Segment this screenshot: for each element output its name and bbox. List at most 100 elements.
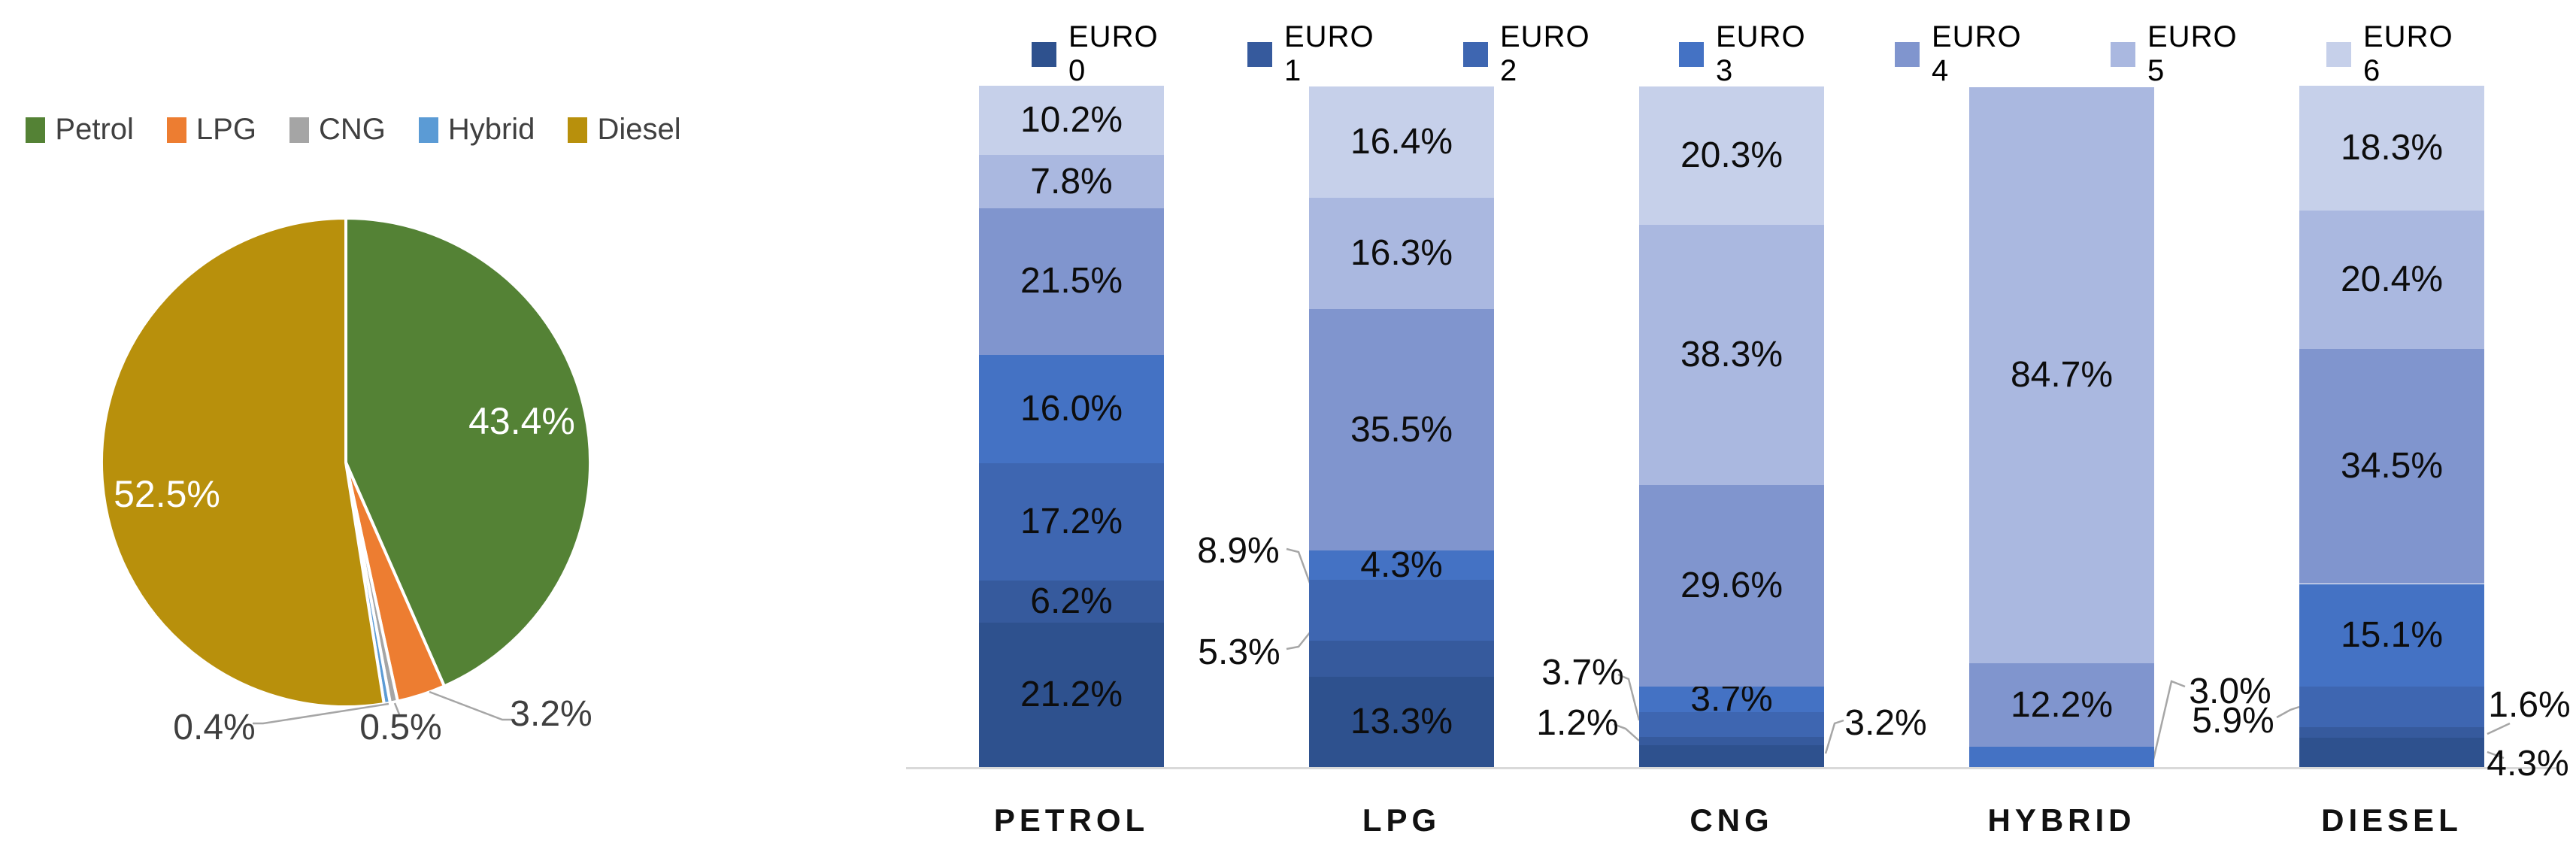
bar-legend-label-euro-1: EURO 1 bbox=[1284, 20, 1374, 87]
bar-label-lpg-euro-3: 4.3% bbox=[1360, 544, 1443, 585]
bar-segment-diesel-euro-3 bbox=[2299, 584, 2484, 687]
bar-segment-lpg-euro-5 bbox=[1309, 198, 1494, 309]
bar-legend-label-euro-6: EURO 6 bbox=[2363, 20, 2453, 87]
pie-label-diesel: 52.5% bbox=[114, 472, 220, 515]
bar-label-lpg-euro-0: 13.3% bbox=[1350, 701, 1453, 741]
bar-segment-diesel-euro-1 bbox=[2299, 726, 2484, 738]
category-label-lpg: LPG bbox=[1362, 802, 1441, 838]
bar-segment-petrol-euro-4 bbox=[979, 208, 1164, 355]
euro-2-swatch-icon bbox=[1463, 41, 1488, 67]
bar-segment-petrol-euro-6 bbox=[979, 86, 1164, 156]
pie-leader-hybrid bbox=[253, 702, 389, 725]
bar-outside-label-cng-euro-2: 3.7% bbox=[1541, 652, 1624, 693]
bar-segment-cng-euro-1 bbox=[1639, 737, 1824, 746]
bar-segment-hybrid-euro-4 bbox=[1969, 663, 2154, 747]
pie-leader-cng bbox=[393, 702, 401, 715]
euro-5-swatch-icon bbox=[2111, 41, 2135, 67]
bar-outside-label-hybrid-euro-3: 3.0% bbox=[2189, 671, 2271, 711]
bar-legend-item-euro-4: EURO 4 bbox=[1895, 20, 2022, 88]
pie-legend-item-hybrid: Hybrid bbox=[418, 113, 535, 147]
bar-label-hybrid-euro-5: 84.7% bbox=[2010, 354, 2114, 395]
bar-segment-petrol-euro-3 bbox=[979, 354, 1164, 464]
bar-label-petrol-euro-2: 17.2% bbox=[1020, 501, 1123, 541]
pie-slice-petrol bbox=[344, 217, 592, 688]
euro-1-swatch-icon bbox=[1247, 41, 1272, 67]
euro-3-swatch-icon bbox=[1679, 41, 1704, 67]
bar-legend-item-euro-2: EURO 2 bbox=[1463, 20, 1590, 88]
diesel-swatch-icon bbox=[568, 117, 588, 143]
euro-6-swatch-icon bbox=[2326, 41, 2351, 67]
pie-label-cng: 0.5% bbox=[359, 707, 442, 747]
bar-segment-lpg-euro-3 bbox=[1309, 550, 1494, 581]
bar-leader-cng-euro-0 bbox=[1824, 719, 1844, 754]
bar-segment-cng-euro-6 bbox=[1639, 86, 1824, 225]
pie-legend-item-cng: CNG bbox=[289, 113, 386, 147]
bar-outside-label-cng-euro-1: 1.2% bbox=[1536, 702, 1619, 743]
bar-label-hybrid-euro-4: 12.2% bbox=[2010, 684, 2114, 725]
bar-legend-item-euro-6: EURO 6 bbox=[2326, 20, 2453, 88]
bar-label-petrol-euro-5: 7.8% bbox=[1030, 161, 1113, 202]
bar-segment-diesel-euro-6 bbox=[2299, 86, 2484, 211]
bar-legend-item-euro-5: EURO 5 bbox=[2111, 20, 2238, 88]
pie-legend-item-lpg: LPG bbox=[166, 113, 256, 147]
bar-segment-lpg-euro-6 bbox=[1309, 86, 1494, 199]
bar-segment-diesel-euro-5 bbox=[2299, 210, 2484, 350]
bar-legend-item-euro-0: EURO 0 bbox=[1032, 20, 1159, 88]
bar-leader-cng-euro-1 bbox=[1613, 723, 1640, 741]
bar-leader-diesel-euro-1 bbox=[2487, 722, 2511, 735]
bar-label-petrol-euro-0: 21.2% bbox=[1020, 674, 1123, 714]
bar-leader-lpg-euro-1 bbox=[1286, 631, 1311, 650]
bar-label-diesel-euro-6: 18.3% bbox=[2340, 127, 2444, 168]
pie-legend-item-diesel: Diesel bbox=[568, 113, 681, 147]
bar-segment-lpg-euro-4 bbox=[1309, 308, 1494, 551]
bar-segment-petrol-euro-5 bbox=[979, 155, 1164, 208]
pie-label-lpg: 3.2% bbox=[510, 693, 592, 734]
bar-segment-cng-euro-0 bbox=[1639, 745, 1824, 767]
pie-legend-label-hybrid: Hybrid bbox=[447, 113, 535, 146]
bar-segment-cng-euro-3 bbox=[1639, 687, 1824, 712]
bar-label-cng-euro-5: 38.3% bbox=[1680, 334, 1784, 374]
bar-legend-label-euro-4: EURO 4 bbox=[1932, 20, 2022, 87]
bar-label-diesel-euro-3: 15.1% bbox=[2340, 614, 2444, 655]
bar-segment-petrol-euro-0 bbox=[979, 623, 1164, 767]
bar-segment-lpg-euro-2 bbox=[1309, 580, 1494, 641]
bar-outside-label-lpg-euro-1: 5.3% bbox=[1198, 632, 1280, 672]
bar-legend-item-euro-3: EURO 3 bbox=[1679, 20, 1806, 88]
bar-legend-item-euro-1: EURO 1 bbox=[1247, 20, 1374, 88]
bar-segment-lpg-euro-0 bbox=[1309, 676, 1494, 767]
bar-leader-lpg-euro-2 bbox=[1286, 547, 1312, 586]
pie-legend-item-petrol: Petrol bbox=[26, 113, 134, 147]
bar-label-diesel-euro-5: 20.4% bbox=[2340, 259, 2444, 299]
bar-segment-hybrid-euro-3 bbox=[1969, 746, 2154, 767]
bar-label-petrol-euro-4: 21.5% bbox=[1020, 261, 1123, 302]
lpg-swatch-icon bbox=[166, 117, 186, 143]
bar-segment-cng-euro-2 bbox=[1639, 711, 1824, 738]
bar-outside-label-diesel-euro-0: 4.3% bbox=[2487, 743, 2569, 784]
bar-segment-petrol-euro-2 bbox=[979, 463, 1164, 581]
bar-segment-diesel-euro-2 bbox=[2299, 687, 2484, 727]
euro-4-swatch-icon bbox=[1895, 41, 1920, 67]
pie-legend-label-petrol: Petrol bbox=[55, 113, 134, 146]
pie-label-hybrid: 0.4% bbox=[173, 707, 256, 747]
pie-legend-label-diesel: Diesel bbox=[597, 113, 681, 146]
category-label-cng: CNG bbox=[1690, 802, 1774, 838]
euro-0-swatch-icon bbox=[1032, 41, 1056, 67]
category-label-diesel: DIESEL bbox=[2321, 802, 2462, 838]
pie-label-petrol: 43.4% bbox=[468, 399, 575, 442]
bar-label-lpg-euro-5: 16.3% bbox=[1350, 232, 1453, 273]
cng-swatch-icon bbox=[289, 117, 309, 143]
bar-label-cng-euro-6: 20.3% bbox=[1680, 135, 1784, 175]
bar-label-cng-euro-4: 29.6% bbox=[1680, 565, 1784, 606]
bar-legend-label-euro-3: EURO 3 bbox=[1716, 20, 1806, 87]
category-label-petrol: PETROL bbox=[993, 802, 1150, 838]
bar-label-petrol-euro-3: 16.0% bbox=[1020, 388, 1123, 429]
hybrid-swatch-icon bbox=[418, 117, 438, 143]
pie-legend: Petrol LPG CNG Hybrid Diesel bbox=[8, 113, 699, 147]
bar-outside-label-diesel-euro-2: 5.9% bbox=[2192, 700, 2274, 741]
bar-outside-label-cng-euro-0: 3.2% bbox=[1844, 702, 1927, 743]
petrol-swatch-icon bbox=[26, 117, 46, 143]
bar-segment-cng-euro-4 bbox=[1639, 485, 1824, 687]
pie-leader-lpg bbox=[429, 690, 514, 721]
